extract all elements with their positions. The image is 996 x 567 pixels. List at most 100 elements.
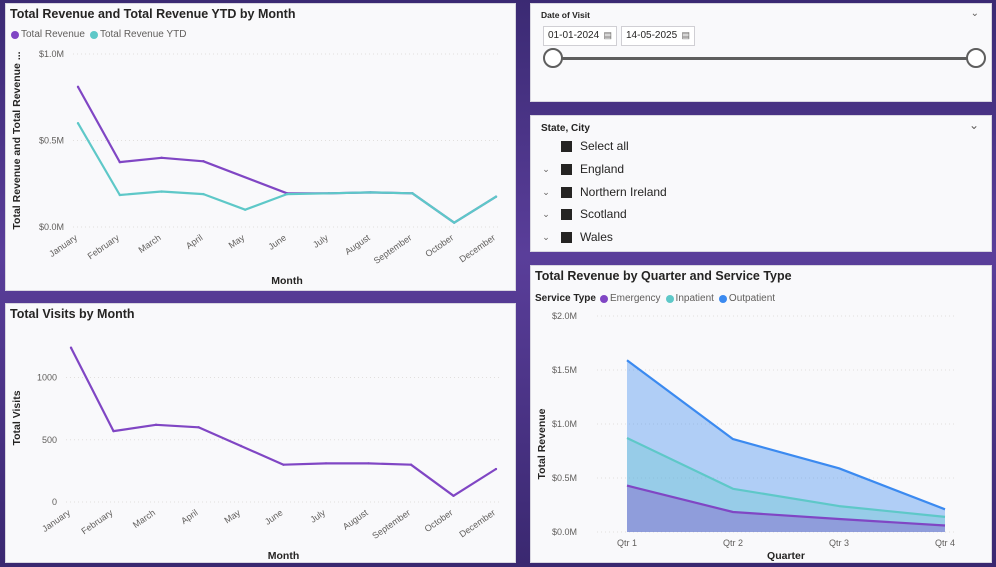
- x-tick-label: May: [227, 232, 247, 250]
- checkbox[interactable]: [561, 231, 572, 243]
- chart-legend: Total Revenue Total Revenue YTD: [11, 29, 191, 40]
- x-tick-label: May: [222, 507, 242, 525]
- chevron-down-icon[interactable]: ⌄: [970, 8, 979, 19]
- series-line-total-revenue: [77, 86, 497, 224]
- legend-item-total-revenue-ytd[interactable]: Total Revenue YTD: [89, 29, 186, 40]
- data-point: [160, 190, 163, 193]
- revenue-area-chart[interactable]: $0.0M $0.5M $1.0M $1.5M $2.0M Qtr 1 Qtr 2 Qtr 3…: [531, 266, 993, 564]
- data-point: [154, 423, 158, 427]
- data-point: [160, 156, 163, 159]
- legend-item-total-revenue[interactable]: Total Revenue: [11, 29, 85, 40]
- chevron-down-icon[interactable]: ⌄: [542, 231, 550, 242]
- chart-legend: Service Type Emergency Inpatient Outpati…: [535, 293, 780, 304]
- date-slicer: Date of Visit ⌄ 01-01-2024 ▤ 14-05-2025 …: [530, 3, 992, 102]
- chevron-down-icon[interactable]: ⌄: [968, 118, 979, 132]
- tree-item-label: Scotland: [580, 207, 627, 221]
- chevron-down-icon[interactable]: ⌄: [542, 186, 550, 197]
- y-axis-title: Total Visits: [11, 390, 23, 445]
- tree-item-label: Northern Ireland: [580, 185, 667, 199]
- x-tick-label: August: [343, 232, 372, 257]
- y-tick-label: $1.5M: [552, 365, 577, 375]
- calendar-icon[interactable]: ▤: [603, 30, 612, 40]
- series-line-total-visits: [70, 347, 497, 497]
- x-tick-label: January: [40, 507, 72, 534]
- data-point: [453, 221, 456, 224]
- revenue-line-chart[interactable]: $0.0M $0.5M $1.0M January February March April…: [6, 4, 517, 292]
- tree-item-england[interactable]: ⌄ England: [531, 159, 624, 179]
- data-point: [118, 160, 122, 164]
- date-slicer-label: Date of Visit: [541, 10, 590, 20]
- chevron-down-icon[interactable]: ⌄: [542, 208, 550, 219]
- start-date-input[interactable]: 01-01-2024 ▤: [543, 26, 617, 46]
- checkbox[interactable]: [561, 186, 572, 198]
- series-line-emergency: [626, 484, 946, 527]
- x-tick-label: September: [372, 232, 414, 265]
- tree-item-select-all[interactable]: Select all: [531, 136, 629, 156]
- data-point: [285, 192, 289, 196]
- x-tick-label: Qtr 2: [723, 538, 743, 548]
- data-point: [118, 193, 122, 197]
- tree-item-label: England: [580, 162, 625, 176]
- x-tick-label: April: [179, 507, 199, 526]
- legend-item-inpatient[interactable]: Inpatient: [665, 293, 714, 304]
- calendar-icon[interactable]: ▤: [681, 30, 690, 40]
- end-date-input[interactable]: 14-05-2025 ▤: [621, 26, 695, 46]
- end-date-value: 14-05-2025: [626, 30, 678, 41]
- y-tick-label: 500: [42, 435, 57, 445]
- x-axis-title: Month: [268, 550, 300, 562]
- x-tick-label: January: [47, 232, 79, 259]
- chevron-down-icon[interactable]: ⌄: [542, 163, 550, 174]
- visits-by-month-panel: Total Visits by Month 0 500 1000 January Feb…: [5, 303, 516, 563]
- legend-item-outpatient[interactable]: Outpatient: [718, 293, 775, 304]
- checkbox[interactable]: [561, 140, 572, 152]
- date-range-slider-track[interactable]: [551, 57, 971, 60]
- tree-item-label: Select all: [580, 139, 629, 153]
- x-axis-title: Month: [271, 275, 303, 287]
- y-tick-label: $0.5M: [552, 473, 577, 483]
- tree-item-scotland[interactable]: ⌄ Scotland: [531, 204, 627, 224]
- data-point: [494, 467, 498, 471]
- y-tick-label: $1.0M: [552, 419, 577, 429]
- legend-dot: [718, 294, 727, 303]
- x-tick-label: October: [423, 507, 455, 534]
- state-city-slicer: State, City ⌄ Select all ⌄ England ⌄ Nor…: [530, 115, 992, 252]
- x-tick-label: September: [370, 507, 412, 540]
- x-tick-label: Qtr 3: [829, 538, 849, 548]
- area-fill-emergency: [627, 485, 945, 532]
- data-point: [327, 192, 330, 195]
- data-point: [244, 208, 247, 211]
- legend-dot: [11, 30, 19, 39]
- data-point: [452, 494, 455, 497]
- x-tick-label: June: [266, 232, 288, 251]
- x-tick-label: December: [457, 232, 497, 264]
- data-point: [367, 462, 370, 465]
- tree-item-wales[interactable]: ⌄ Wales: [531, 227, 613, 247]
- data-point: [324, 462, 328, 465]
- visits-line-chart[interactable]: 0 500 1000 January February March April May June…: [6, 304, 517, 564]
- data-point: [112, 429, 115, 433]
- data-point: [76, 85, 80, 89]
- y-tick-label: $0.0M: [39, 222, 64, 232]
- chart-title: Total Visits by Month: [10, 307, 135, 321]
- data-point: [197, 426, 200, 429]
- legend-dot: [89, 30, 98, 39]
- date-range-end-handle[interactable]: [966, 48, 986, 68]
- data-point: [76, 122, 80, 125]
- data-point: [69, 346, 73, 349]
- chart-title: Total Revenue and Total Revenue YTD by M…: [10, 7, 296, 21]
- checkbox[interactable]: [561, 163, 572, 175]
- legend-item-emergency[interactable]: Emergency: [599, 293, 661, 304]
- tree-item-northern-ireland[interactable]: ⌄ Northern Ireland: [531, 182, 667, 202]
- legend-dot: [599, 294, 608, 303]
- data-point: [282, 463, 285, 466]
- x-tick-label: October: [423, 232, 455, 259]
- date-range-start-handle[interactable]: [543, 48, 563, 68]
- x-tick-label: June: [263, 507, 285, 526]
- checkbox[interactable]: [561, 208, 572, 220]
- state-slicer-label: State, City: [541, 123, 590, 134]
- series-line-outpatient: [626, 359, 946, 511]
- data-point: [202, 160, 205, 163]
- area-fill-inpatient: [627, 438, 945, 532]
- start-date-value: 01-01-2024: [548, 30, 600, 41]
- y-axis-title: Total Revenue: [536, 408, 548, 479]
